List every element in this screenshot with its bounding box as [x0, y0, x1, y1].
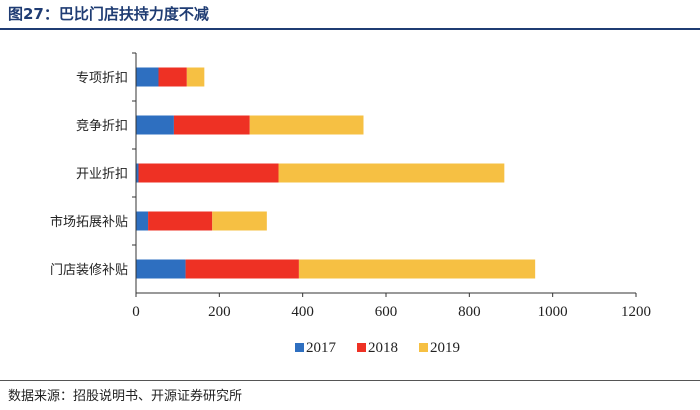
bar-2017-cat-2	[136, 163, 139, 183]
bar-2018-cat-0	[158, 67, 187, 87]
legend-label-2018: 2018	[368, 340, 398, 356]
category-label-0: 专项折扣	[76, 71, 128, 86]
x-tick-layer: 0 200 400 600 800 1000 1200	[132, 293, 651, 320]
bar-2019-cat-2	[278, 163, 505, 183]
bar-2019-cat-4	[298, 259, 536, 279]
bar-2017-cat-3	[136, 211, 149, 231]
bar-2017-cat-1	[136, 115, 174, 135]
x-tick-label-400: 400	[291, 304, 314, 320]
stacked-bar-chart: 0 200 400 600 800 1000 1200 专项折扣竞争折扣开业折扣市场拓展补贴…	[50, 52, 651, 356]
x-tick-label-800: 800	[458, 304, 481, 320]
legend-swatch-2019	[419, 343, 428, 352]
figure-title: 图27：巴比门店扶持力度不减	[8, 5, 209, 23]
category-label-4: 门店装修补贴	[50, 263, 128, 278]
source-rule	[0, 380, 700, 381]
bar-2017-cat-4	[136, 259, 186, 279]
legend-label-2019: 2019	[430, 340, 460, 356]
bar-2018-cat-3	[148, 211, 213, 231]
bar-2019-cat-3	[212, 211, 267, 231]
category-label-3: 市场拓展补贴	[50, 214, 128, 230]
bar-layer	[136, 67, 536, 279]
x-tick-label-200: 200	[208, 304, 231, 320]
bar-2018-cat-1	[173, 115, 250, 135]
x-tick-label-1200: 1200	[621, 304, 651, 320]
x-tick-label-1000: 1000	[538, 304, 568, 320]
legend-swatch-2017	[295, 343, 304, 352]
bar-2019-cat-1	[249, 115, 364, 135]
bar-2017-cat-0	[136, 67, 159, 87]
source-note: 数据来源：招股说明书、开源证券研究所	[8, 389, 243, 404]
category-label-2: 开业折扣	[76, 167, 128, 182]
title-rule	[0, 28, 700, 30]
bar-2018-cat-4	[185, 259, 299, 279]
x-tick-label-600: 600	[375, 304, 398, 320]
x-tick-label-0: 0	[132, 304, 140, 320]
legend-swatch-2018	[357, 343, 366, 352]
legend-label-2017: 2017	[306, 340, 337, 356]
category-label-1: 竞争折扣	[76, 118, 128, 134]
legend: 2017 2018 2019	[295, 340, 460, 356]
bar-2018-cat-2	[138, 163, 279, 183]
bar-2019-cat-0	[186, 67, 205, 87]
